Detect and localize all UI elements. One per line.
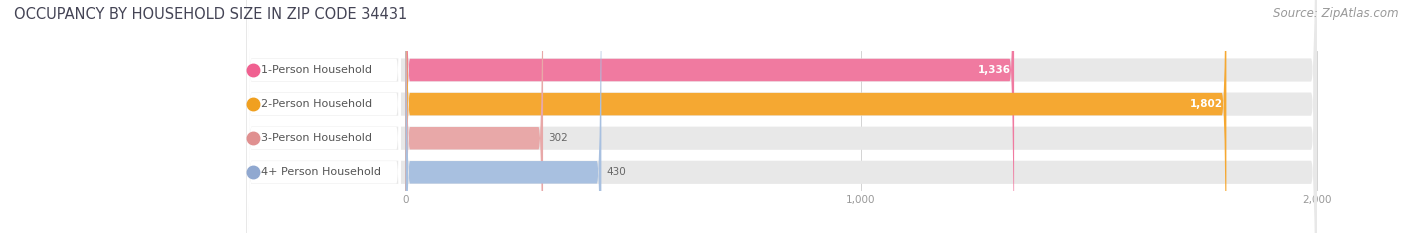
Text: 4+ Person Household: 4+ Person Household xyxy=(260,167,381,177)
Text: 2-Person Household: 2-Person Household xyxy=(260,99,371,109)
Text: 3-Person Household: 3-Person Household xyxy=(260,133,371,143)
Text: 1-Person Household: 1-Person Household xyxy=(260,65,371,75)
FancyBboxPatch shape xyxy=(246,0,1316,233)
FancyBboxPatch shape xyxy=(405,0,602,233)
FancyBboxPatch shape xyxy=(246,0,1316,233)
Text: 1,802: 1,802 xyxy=(1189,99,1223,109)
FancyBboxPatch shape xyxy=(405,0,1014,233)
FancyBboxPatch shape xyxy=(247,0,401,233)
FancyBboxPatch shape xyxy=(405,0,543,233)
FancyBboxPatch shape xyxy=(405,0,1226,233)
FancyBboxPatch shape xyxy=(247,0,401,233)
FancyBboxPatch shape xyxy=(247,0,401,233)
Text: 1,336: 1,336 xyxy=(977,65,1011,75)
Text: 302: 302 xyxy=(548,133,568,143)
FancyBboxPatch shape xyxy=(247,0,401,233)
Text: OCCUPANCY BY HOUSEHOLD SIZE IN ZIP CODE 34431: OCCUPANCY BY HOUSEHOLD SIZE IN ZIP CODE … xyxy=(14,7,408,22)
FancyBboxPatch shape xyxy=(246,0,1316,233)
Text: 430: 430 xyxy=(607,167,627,177)
FancyBboxPatch shape xyxy=(246,0,1316,233)
Text: Source: ZipAtlas.com: Source: ZipAtlas.com xyxy=(1274,7,1399,20)
